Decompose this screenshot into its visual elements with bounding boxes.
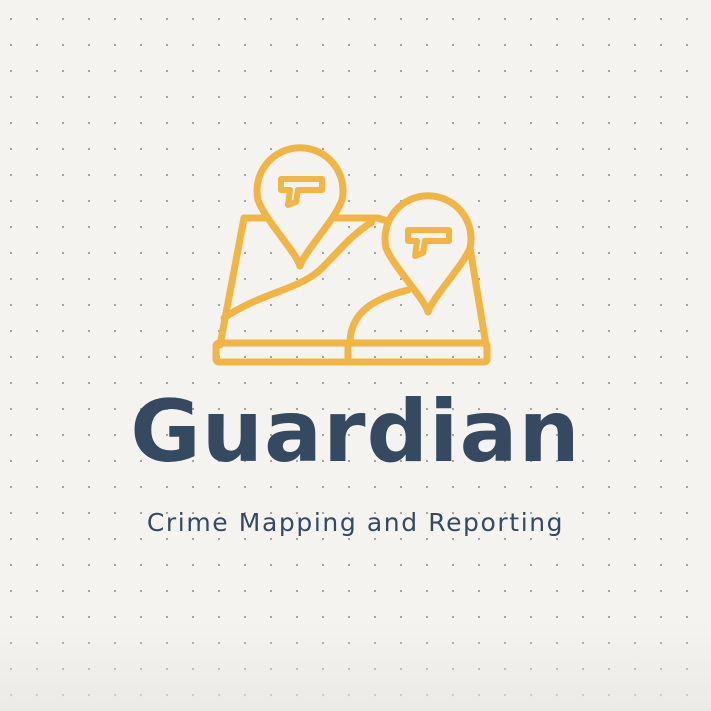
gun-icon [405, 227, 452, 259]
brand-tagline: Crime Mapping and Reporting [146, 508, 565, 537]
brand-name: Guardian [130, 382, 581, 482]
location-pin-icon [253, 144, 347, 270]
map-road [220, 218, 376, 322]
map-outline [216, 214, 490, 349]
map-road [346, 286, 412, 347]
gun-icon [278, 176, 325, 208]
location-pin-icon [381, 192, 475, 316]
